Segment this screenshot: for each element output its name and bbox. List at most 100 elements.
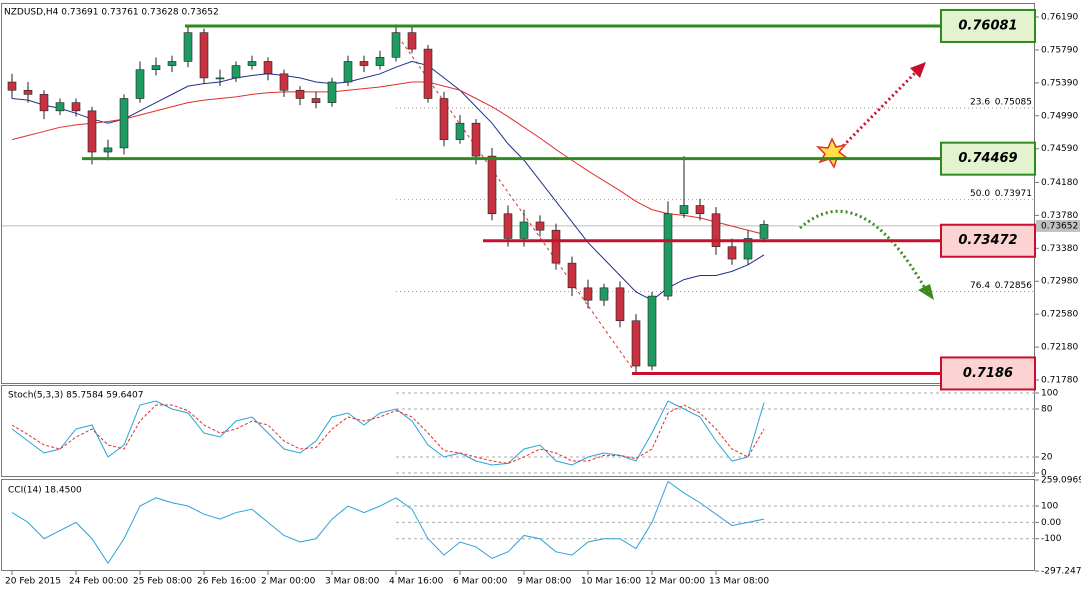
candle-body bbox=[695, 205, 705, 215]
level-box bbox=[940, 223, 1036, 258]
annotations bbox=[394, 31, 934, 369]
current-price-label: 0.73652 bbox=[1041, 221, 1078, 231]
candle-body bbox=[487, 155, 497, 215]
x-tick-label: 13 Mar 08:00 bbox=[709, 577, 769, 587]
candle-body bbox=[231, 65, 241, 79]
y-tick-label: -100 bbox=[1041, 534, 1062, 544]
x-tick-label: 20 Feb 2015 bbox=[5, 577, 61, 587]
candle-body bbox=[39, 94, 49, 112]
candle-body bbox=[359, 61, 369, 66]
candle-body bbox=[551, 229, 561, 264]
candle-body bbox=[343, 61, 353, 83]
fib-value: 0.72856 bbox=[995, 281, 1032, 291]
y-tick-label: 100 bbox=[1041, 389, 1058, 399]
level-box bbox=[940, 356, 1036, 391]
indicator-line bbox=[11, 404, 765, 464]
candle-body bbox=[567, 262, 577, 289]
stoch-title: Stoch(5,3,3) 85.7584 59.6407 bbox=[8, 391, 143, 401]
down-arrow-head bbox=[918, 284, 934, 300]
candle-body bbox=[647, 295, 657, 367]
y-tick-label: 0.72580 bbox=[1041, 310, 1078, 320]
candle-body bbox=[183, 32, 193, 62]
candle-body bbox=[759, 224, 769, 239]
candle-body bbox=[599, 287, 609, 301]
level-label: 0.73472 bbox=[958, 233, 1017, 248]
y-tick-label: 0.73780 bbox=[1041, 211, 1078, 221]
fib-value: 0.73971 bbox=[995, 189, 1032, 199]
candle-body bbox=[215, 77, 225, 80]
y-tick-label: 80 bbox=[1041, 405, 1053, 415]
candle-body bbox=[743, 238, 753, 260]
candle-body bbox=[455, 122, 465, 140]
candle-body bbox=[151, 65, 161, 70]
price-panel bbox=[1, 3, 1035, 384]
y-tick-label: 0.72980 bbox=[1041, 277, 1078, 287]
x-tick-label: 6 Mar 00:00 bbox=[453, 577, 508, 587]
candle-body bbox=[423, 48, 433, 99]
candle-body bbox=[7, 81, 17, 91]
current-price-box bbox=[1036, 219, 1080, 232]
level-label: 0.76081 bbox=[958, 18, 1017, 33]
candle-body bbox=[103, 147, 113, 153]
candle-body bbox=[199, 32, 209, 79]
candle-body bbox=[279, 73, 289, 91]
x-tick-label: 3 Mar 08:00 bbox=[325, 577, 380, 587]
indicator-line bbox=[11, 60, 765, 301]
candle-body bbox=[407, 32, 417, 50]
candle-body bbox=[87, 110, 97, 153]
candle-body bbox=[615, 287, 625, 322]
y-tick-label: 0.73380 bbox=[1041, 244, 1078, 254]
fib-value: 0.75085 bbox=[995, 97, 1032, 107]
y-tick-label: -297.2471 bbox=[1041, 567, 1081, 577]
trend-line bbox=[394, 31, 633, 369]
y-tick-label: 0.74990 bbox=[1041, 111, 1078, 121]
candle-body bbox=[167, 61, 177, 66]
x-tick-label: 10 Mar 16:00 bbox=[581, 577, 641, 587]
y-tick-label: 0.71780 bbox=[1041, 376, 1078, 386]
y-tick-label: 0.72180 bbox=[1041, 343, 1078, 353]
indicator-line bbox=[11, 81, 765, 235]
candle-body bbox=[375, 57, 385, 66]
candle-body bbox=[295, 89, 305, 99]
candle-body bbox=[247, 61, 257, 66]
candle-body bbox=[519, 221, 529, 239]
candle-body bbox=[631, 320, 641, 367]
y-tick-label: 0 bbox=[1041, 469, 1047, 479]
indicator-line bbox=[11, 400, 765, 466]
x-tick-label: 26 Feb 16:00 bbox=[197, 577, 256, 587]
candle-body bbox=[71, 102, 81, 112]
candle-body bbox=[263, 61, 273, 75]
down-arrow bbox=[799, 209, 928, 291]
y-tick-label: 100 bbox=[1041, 502, 1058, 512]
chart-title: NZDUSD,H4 0.73691 0.73761 0.73628 0.7365… bbox=[4, 8, 219, 18]
y-tick-label: 20 bbox=[1041, 453, 1053, 463]
level-box bbox=[940, 8, 1036, 43]
candle-body bbox=[327, 81, 337, 103]
stoch-panel bbox=[1, 385, 1035, 477]
fib-ratio: 76.4 bbox=[970, 281, 990, 291]
candle-body bbox=[55, 102, 65, 112]
candle-body bbox=[439, 98, 449, 140]
candle-body bbox=[711, 213, 721, 247]
candle-body bbox=[663, 213, 673, 297]
cci-title: CCI(14) 18.4500 bbox=[8, 486, 82, 496]
y-tick-label: 0.75790 bbox=[1041, 45, 1078, 55]
y-tick-label: 0.74180 bbox=[1041, 178, 1078, 188]
x-tick-label: 24 Feb 00:00 bbox=[69, 577, 128, 587]
candle-body bbox=[119, 98, 129, 149]
x-tick-label: 2 Mar 00:00 bbox=[261, 577, 316, 587]
x-tick-label: 9 Mar 08:00 bbox=[517, 577, 572, 587]
y-tick-label: 0.74590 bbox=[1041, 144, 1078, 154]
candle-body bbox=[391, 32, 401, 58]
x-tick-label: 12 Mar 00:00 bbox=[645, 577, 705, 587]
x-tick-label: 25 Feb 08:00 bbox=[133, 577, 192, 587]
candle-body bbox=[311, 98, 321, 103]
x-tick-label: 4 Mar 16:00 bbox=[389, 577, 444, 587]
candle-body bbox=[471, 122, 481, 157]
y-tick-label: 259.0969 bbox=[1041, 476, 1081, 486]
level-box bbox=[940, 141, 1036, 176]
candle-body bbox=[535, 221, 545, 231]
up-arrow-head bbox=[910, 62, 926, 78]
